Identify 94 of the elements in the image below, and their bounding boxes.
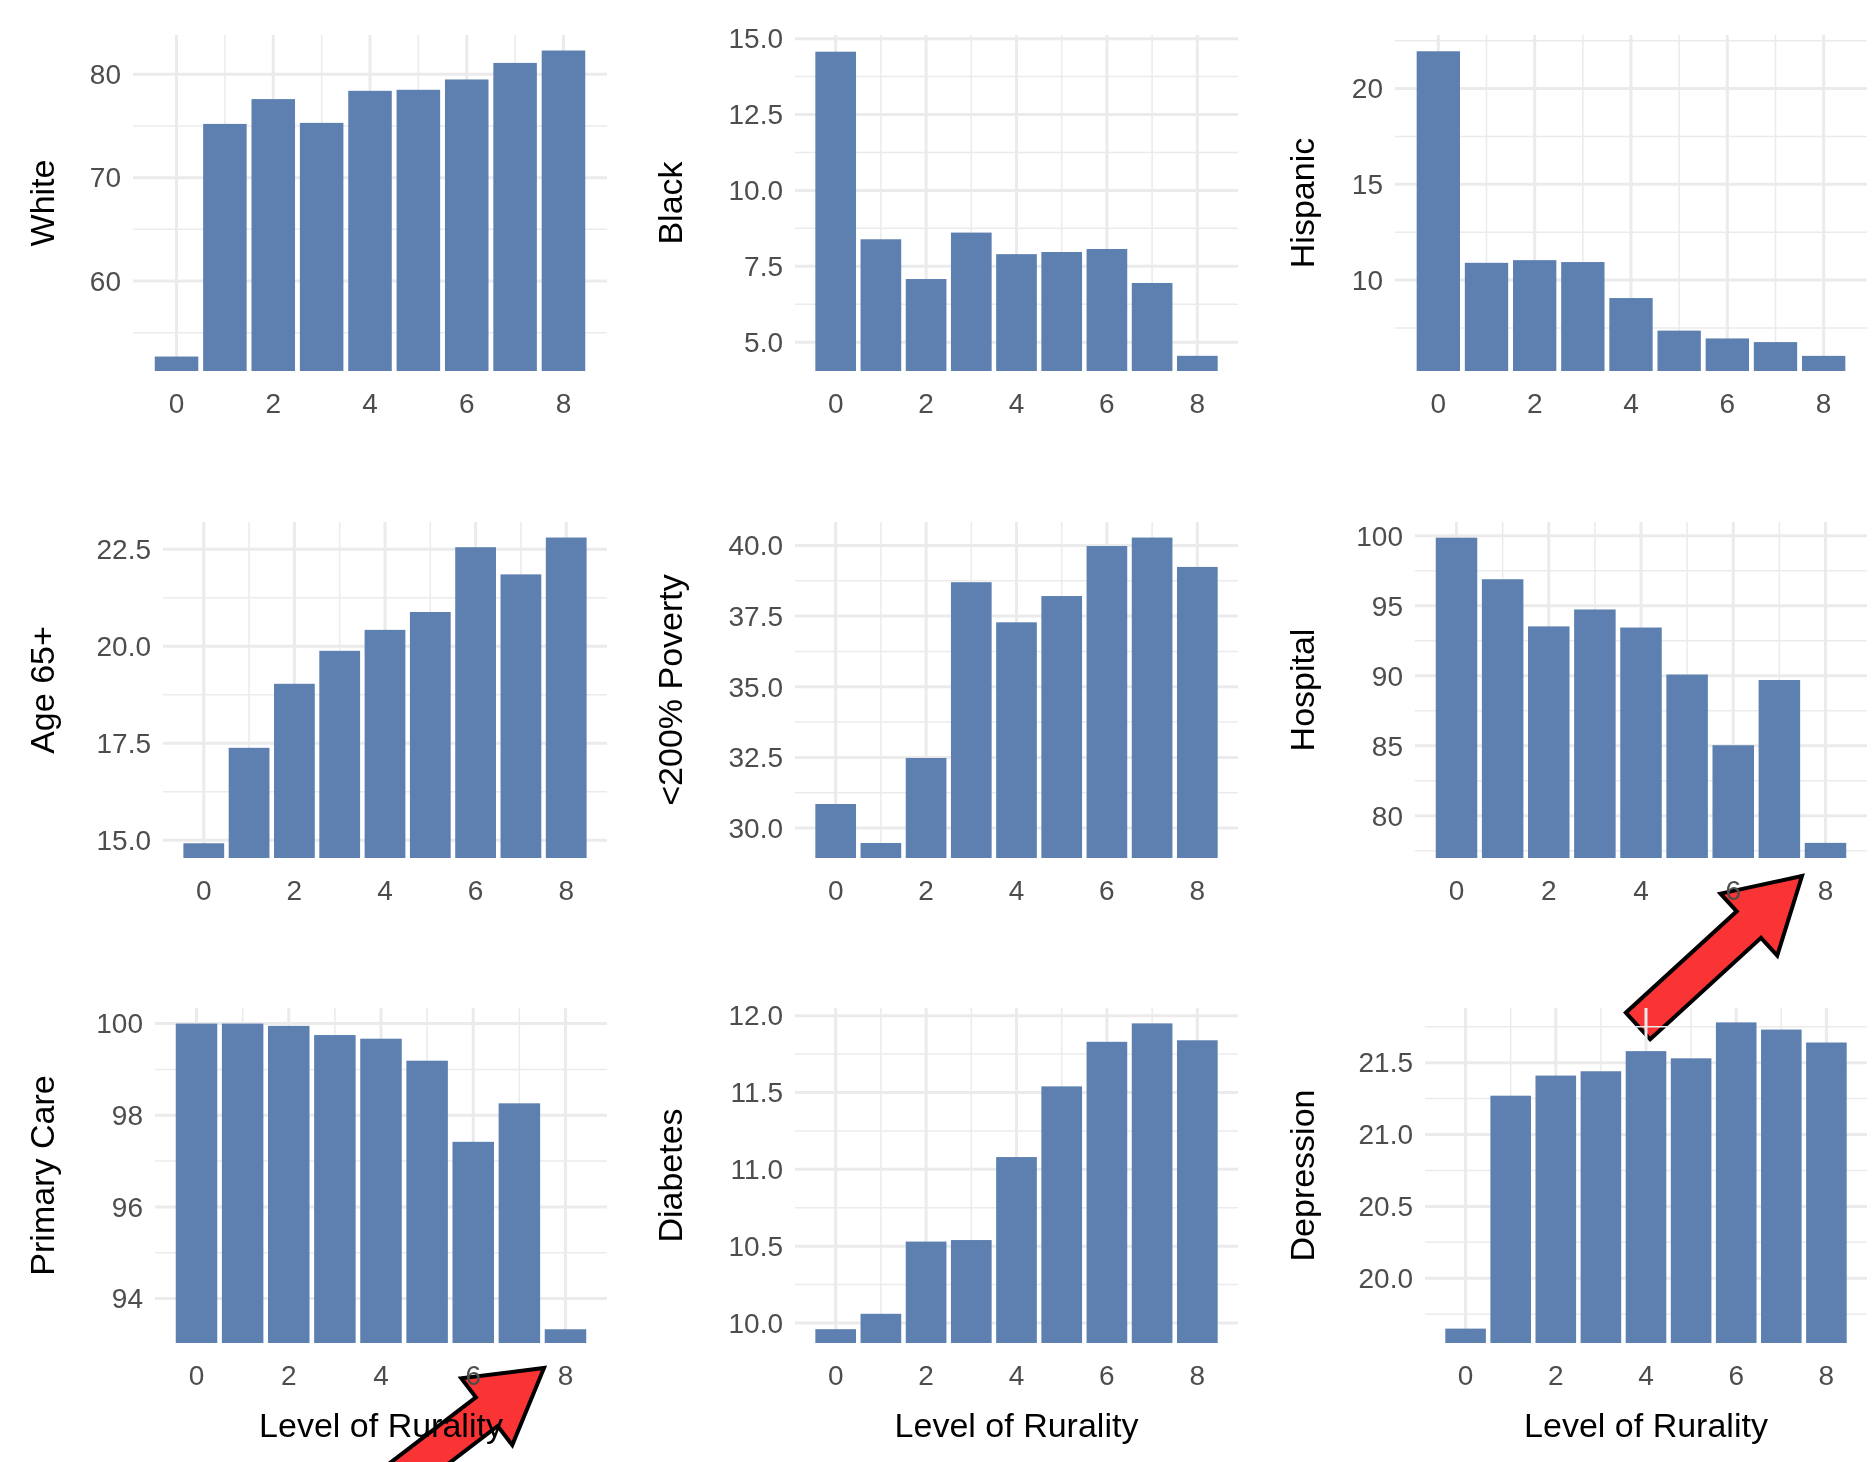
- x-tick-label: 2: [286, 875, 303, 906]
- y-tick-label: 70: [89, 162, 121, 194]
- y-tick-label: 15: [1351, 169, 1383, 201]
- y-axis-title: Primary Care: [22, 1075, 61, 1276]
- x-tick-label: 2: [1548, 1360, 1564, 1391]
- x-tick-label: 6: [1099, 1360, 1115, 1391]
- x-tick-label: 0: [827, 875, 844, 906]
- y-tick-label: 12.5: [728, 99, 783, 131]
- y-tick-label: 15.0: [96, 824, 151, 856]
- y-tick-label: 96: [111, 1191, 143, 1223]
- x-tick-label: 2: [265, 388, 282, 419]
- x-tick-label: 6: [1719, 388, 1736, 419]
- x-tick-label: 8: [1189, 875, 1206, 906]
- y-tick-label: 94: [111, 1283, 143, 1315]
- y-tick-label: 95: [1371, 590, 1403, 622]
- x-tick-label: 0: [827, 1360, 844, 1391]
- y-tick-label: 90: [1371, 660, 1403, 692]
- y-tick-label: 5.0: [744, 326, 783, 358]
- x-tick-label: 0: [1457, 1360, 1474, 1391]
- x-tick-label: 0: [827, 388, 844, 419]
- x-tick-label: 0: [1448, 875, 1465, 906]
- y-tick-label: 10.5: [728, 1230, 783, 1262]
- y-axis-title: Depression: [1282, 1089, 1321, 1262]
- x-tick-label: 8: [555, 388, 572, 419]
- y-tick-label: 85: [1371, 730, 1403, 762]
- x-tick-label: 4: [1638, 1360, 1654, 1391]
- x-tick-label: 0: [168, 388, 185, 419]
- x-tick-label: 4: [1623, 388, 1639, 419]
- x-tick-label: 8: [558, 875, 575, 906]
- y-tick-label: 40.0: [728, 530, 783, 562]
- x-tick-label: 6: [1728, 1360, 1744, 1391]
- x-tick-label: 4: [1008, 875, 1025, 906]
- x-tick-label: 6: [1099, 875, 1115, 906]
- y-tick-label: 80: [89, 59, 121, 91]
- x-tick-label: 6: [467, 875, 484, 906]
- y-tick-label: 10.0: [728, 1307, 783, 1339]
- y-tick-label: 35.0: [728, 671, 783, 703]
- y-tick-label: 22.5: [96, 533, 151, 565]
- y-tick-label: 15.0: [728, 23, 783, 55]
- x-axis-title: Level of Rurality: [1524, 1406, 1768, 1444]
- y-tick-label: 30.0: [728, 812, 783, 844]
- y-tick-label: 17.5: [96, 727, 151, 759]
- x-tick-label: 8: [1189, 388, 1206, 419]
- x-tick-label: 6: [1099, 388, 1115, 419]
- x-tick-label: 2: [918, 388, 934, 419]
- x-tick-label: 6: [465, 1360, 482, 1391]
- x-tick-label: 4: [1633, 875, 1649, 906]
- x-tick-label: 4: [1008, 388, 1025, 419]
- y-tick-label: 12.0: [728, 1000, 783, 1032]
- x-tick-label: 2: [1526, 388, 1543, 419]
- y-axis-title: Black: [650, 160, 689, 245]
- y-tick-label: 32.5: [728, 742, 783, 774]
- y-axis-title: Hospital: [1282, 628, 1321, 752]
- x-tick-label: 6: [458, 388, 475, 419]
- y-tick-label: 11.5: [730, 1077, 783, 1109]
- y-tick-label: 7.5: [744, 251, 783, 283]
- y-tick-label: 100: [96, 1008, 143, 1040]
- x-tick-label: 8: [1815, 388, 1832, 419]
- y-tick-label: 100: [1356, 520, 1403, 552]
- x-tick-label: 8: [557, 1360, 574, 1391]
- x-tick-label: 0: [195, 875, 212, 906]
- y-tick-label: 20.5: [1358, 1191, 1413, 1223]
- x-tick-label: 2: [918, 875, 934, 906]
- x-tick-label: 0: [1430, 388, 1447, 419]
- y-tick-label: 20: [1351, 73, 1383, 105]
- y-axis-title: Diabetes: [650, 1108, 689, 1243]
- y-tick-label: 20.0: [1358, 1263, 1413, 1295]
- x-tick-label: 0: [188, 1360, 205, 1391]
- x-tick-label: 2: [918, 1360, 934, 1391]
- y-tick-label: 10.0: [728, 175, 783, 207]
- y-tick-label: 37.5: [728, 600, 783, 632]
- x-tick-label: 4: [377, 875, 393, 906]
- y-tick-label: 21.0: [1358, 1119, 1413, 1151]
- x-tick-label: 8: [1817, 875, 1834, 906]
- x-tick-label: 2: [280, 1360, 297, 1391]
- x-tick-label: 8: [1818, 1360, 1835, 1391]
- x-axis-title: Level of Rurality: [894, 1406, 1139, 1444]
- x-tick-label: 4: [1008, 1360, 1025, 1391]
- y-tick-label: 11.0: [730, 1154, 783, 1186]
- y-axis-title: White: [22, 159, 61, 247]
- y-tick-label: 10: [1351, 264, 1383, 296]
- y-tick-label: 80: [1371, 800, 1403, 832]
- y-axis-title: Hispanic: [1282, 137, 1321, 269]
- y-tick-label: 60: [89, 265, 121, 297]
- x-tick-label: 4: [362, 388, 378, 419]
- x-tick-label: 8: [1189, 1360, 1206, 1391]
- y-axis-title: <200% Poverty: [650, 574, 689, 806]
- x-tick-label: 6: [1725, 875, 1742, 906]
- y-tick-label: 20.0: [96, 630, 151, 662]
- x-tick-label: 4: [373, 1360, 389, 1391]
- y-tick-label: 21.5: [1358, 1047, 1413, 1079]
- x-tick-label: 2: [1540, 875, 1557, 906]
- y-tick-label: 98: [111, 1100, 143, 1132]
- y-axis-title: Age 65+: [22, 626, 61, 754]
